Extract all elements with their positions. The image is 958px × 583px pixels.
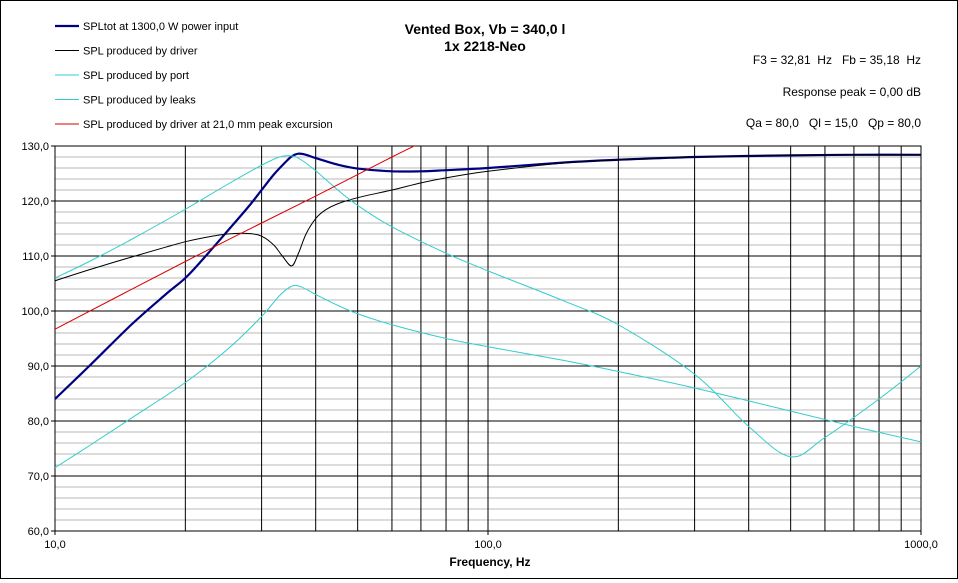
info-response-peak: Response peak = 0,00 dB [783, 85, 921, 99]
legend: SPLtot at 1300,0 W power input SPL produc… [55, 21, 333, 131]
y-tick-label: 80,0 [28, 416, 49, 428]
chart-title: Vented Box, Vb = 340,0 l [405, 21, 566, 37]
series-line-driver [55, 154, 921, 282]
series-line-driver-excursion [55, 146, 416, 330]
x-tick-label: 1000,0 [904, 539, 938, 551]
x-tick-label: 10,0 [44, 539, 65, 551]
legend-label-leaks: SPL produced by leaks [83, 95, 196, 107]
legend-label-driver: SPL produced by driver [83, 46, 198, 58]
chart-subtitle: 1x 2218-Neo [444, 38, 526, 54]
y-tick-label: 130,0 [21, 141, 49, 153]
y-tick-label: 70,0 [28, 471, 49, 483]
x-axis-label: Frequency, Hz [449, 555, 530, 569]
series-line-leaks [55, 284, 921, 469]
y-tick-label: 90,0 [28, 361, 49, 373]
info-f3-fb: F3 = 32,81 Hz Fb = 35,18 Hz [753, 53, 921, 67]
y-tick-label: 110,0 [22, 251, 49, 263]
legend-label-port: SPL produced by port [83, 70, 189, 82]
y-tick-label: 100,0 [21, 306, 49, 318]
series-line-port [55, 155, 921, 458]
y-tick-label: 120,0 [21, 196, 49, 208]
series-lines [55, 146, 921, 469]
grid [54, 145, 922, 532]
x-tick-label: 100,0 [474, 539, 502, 551]
legend-label-driver-excursion: SPL produced by driver at 21,0 mm peak e… [83, 119, 333, 131]
info-q-values: Qa = 80,0 Ql = 15,0 Qp = 80,0 [746, 116, 921, 130]
axes: 60,0 70,0 80,0 90,0 100,0 110,0 120,0 130,0 10,0… [21, 141, 937, 551]
y-tick-label: 60,0 [28, 526, 49, 538]
legend-label-spltot: SPLtot at 1300,0 W power input [83, 21, 238, 33]
